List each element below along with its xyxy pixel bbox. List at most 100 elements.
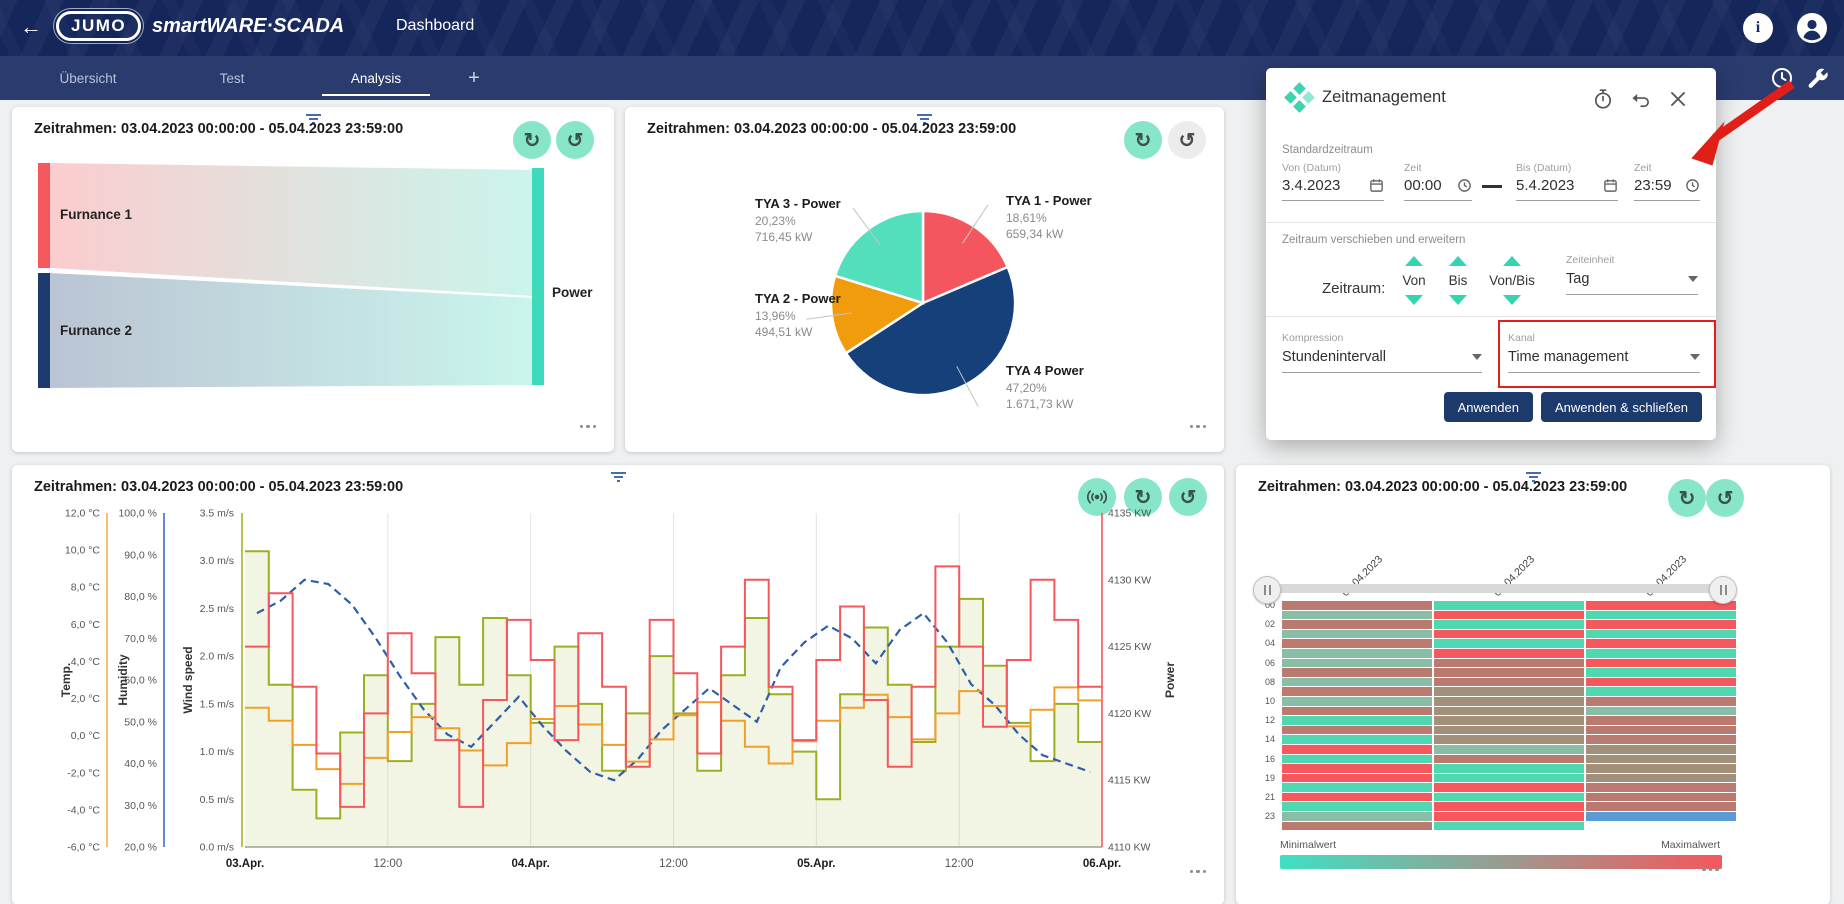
tab-analysis[interactable]: Analysis — [304, 56, 448, 100]
heatmap-cell — [1282, 706, 1432, 716]
panel-timeframe-title: Zeitrahmen: 03.04.2023 00:00:00 - 05.04.… — [34, 121, 404, 137]
stepper-up-button[interactable] — [1405, 256, 1423, 266]
account-button[interactable] — [1797, 13, 1827, 43]
heatmap-cell — [1282, 783, 1432, 792]
timer-button[interactable] — [1592, 88, 1614, 115]
refresh-button[interactable]: ↻ — [1124, 478, 1162, 516]
heatmap-cell — [1282, 696, 1432, 706]
panel-timeframe-title: Zeitrahmen: 03.04.2023 00:00:00 - 05.04.… — [647, 121, 1017, 137]
heatmap-cell — [1434, 639, 1584, 648]
svg-text:90,0 %: 90,0 % — [124, 549, 157, 561]
heatmap-cell — [1586, 764, 1736, 773]
stepper-down-button[interactable] — [1449, 295, 1467, 305]
heatmap-cell — [1434, 754, 1584, 764]
tab-test[interactable]: Test — [219, 70, 245, 86]
heatmap-cell — [1434, 696, 1584, 706]
filter-icon[interactable] — [609, 470, 627, 484]
jumo-logo-text: JUMO — [71, 16, 127, 35]
svg-text:10,0 °C: 10,0 °C — [65, 545, 101, 557]
calendar-icon[interactable] — [1603, 178, 1618, 193]
history-button[interactable]: ↺ — [1168, 121, 1206, 159]
bis-zeit-field[interactable]: Zeit 23:59 — [1634, 162, 1700, 201]
refresh-button[interactable]: ↻ — [1668, 479, 1706, 517]
pie-chart — [806, 204, 1017, 408]
range-slider-track[interactable] — [1266, 584, 1722, 593]
heatmap-cell — [1282, 668, 1432, 677]
sankey-node-power — [532, 168, 544, 385]
svg-text:6,0 °C: 6,0 °C — [71, 619, 101, 631]
settings-button[interactable] — [1804, 65, 1830, 91]
range-slider-handle-left[interactable] — [1253, 576, 1281, 604]
heatmap-cell — [1282, 821, 1432, 831]
heatmap-cell — [1586, 773, 1736, 783]
clock-icon[interactable] — [1457, 178, 1472, 193]
filter-icon[interactable] — [304, 112, 322, 126]
pie-leader-line — [956, 366, 979, 408]
stepper-up-button[interactable] — [1449, 256, 1467, 266]
svg-text:06.Apr.: 06.Apr. — [1083, 858, 1121, 870]
apply-close-button[interactable]: Anwenden & schließen — [1541, 392, 1702, 422]
von-zeit-field[interactable]: Zeit 00:00 — [1404, 162, 1472, 201]
history-button[interactable]: ↺ — [1169, 478, 1207, 516]
heatmap-cell — [1282, 610, 1432, 620]
apply-button[interactable]: Anwenden — [1443, 392, 1534, 422]
panel-pie: Zeitrahmen: 03.04.2023 00:00:00 - 05.04.… — [625, 107, 1224, 452]
filter-icon[interactable] — [1524, 470, 1542, 484]
undo-icon — [1632, 93, 1649, 108]
live-button[interactable] — [1078, 478, 1116, 516]
range-slider-handle-right[interactable] — [1709, 576, 1737, 604]
heatmap-cell — [1434, 773, 1584, 783]
stepper-up-button[interactable] — [1503, 256, 1521, 266]
add-tab-button[interactable]: + — [468, 66, 480, 89]
von-datum-field[interactable]: Von (Datum) 3.4.2023 — [1282, 162, 1384, 201]
heatmap-row-label: 00 — [1264, 600, 1275, 610]
field-label: Von (Datum) — [1282, 162, 1341, 174]
refresh-button[interactable]: ↻ — [513, 121, 551, 159]
kanal-select[interactable]: Kanal Time management — [1508, 332, 1700, 373]
svg-text:4115 KW: 4115 KW — [1108, 775, 1150, 787]
zeiteinheit-select[interactable]: Zeiteinheit Tag — [1566, 254, 1698, 295]
history-button[interactable]: ↺ — [556, 121, 594, 159]
heatmap-row-label: 08 — [1264, 676, 1275, 687]
pie-label-pct: 18,61% — [1006, 210, 1047, 225]
more-menu[interactable] — [1702, 867, 1719, 871]
info-button[interactable]: i — [1743, 13, 1773, 43]
field-value: 5.4.2023 — [1516, 177, 1575, 194]
pie-label-pct: 47,20% — [1006, 380, 1047, 395]
filter-icon[interactable] — [916, 112, 934, 126]
tab-uebersicht[interactable]: Übersicht — [59, 70, 117, 86]
svg-text:Humidity: Humidity — [116, 654, 130, 706]
clock-icon[interactable] — [1685, 178, 1700, 193]
bis-datum-field[interactable]: Bis (Datum) 5.4.2023 — [1516, 162, 1618, 201]
pie-label-value: 1.671,73 kW — [1006, 396, 1074, 411]
select-label: Kompression — [1282, 332, 1344, 344]
stepper-down-button[interactable] — [1503, 295, 1521, 305]
refresh-button[interactable]: ↻ — [1124, 121, 1162, 159]
svg-text:12:00: 12:00 — [945, 858, 974, 870]
range-dash — [1482, 185, 1502, 188]
stepper-down-button[interactable] — [1405, 295, 1423, 305]
time-management-button[interactable] — [1769, 65, 1795, 91]
svg-text:Temp.: Temp. — [59, 663, 73, 697]
heatmap-cell — [1586, 620, 1736, 629]
undo-button[interactable] — [1630, 89, 1651, 115]
calendar-icon[interactable] — [1369, 178, 1384, 193]
svg-text:100,0 %: 100,0 % — [118, 508, 157, 520]
time-management-icon — [1284, 82, 1315, 113]
heatmap-cell — [1282, 764, 1432, 773]
svg-text:4125 KW: 4125 KW — [1108, 641, 1151, 653]
kompression-select[interactable]: Kompression Stundenintervall — [1282, 332, 1482, 373]
heatmap-cell — [1434, 735, 1584, 744]
panel-linechart: Zeitrahmen: 03.04.2023 00:00:00 - 05.04.… — [12, 465, 1224, 904]
more-menu[interactable] — [1189, 869, 1206, 873]
history-button[interactable]: ↺ — [1706, 479, 1744, 517]
close-button[interactable] — [1668, 89, 1688, 114]
sankey-label-furnance1: Furnance 1 — [60, 207, 133, 222]
more-menu[interactable] — [1189, 424, 1206, 428]
sankey-label-power: Power — [552, 285, 593, 300]
back-icon[interactable]: ← — [20, 14, 42, 39]
more-menu[interactable] — [579, 424, 596, 428]
heatmap-row-label: 16 — [1264, 753, 1275, 764]
field-label: Bis (Datum) — [1516, 162, 1572, 174]
